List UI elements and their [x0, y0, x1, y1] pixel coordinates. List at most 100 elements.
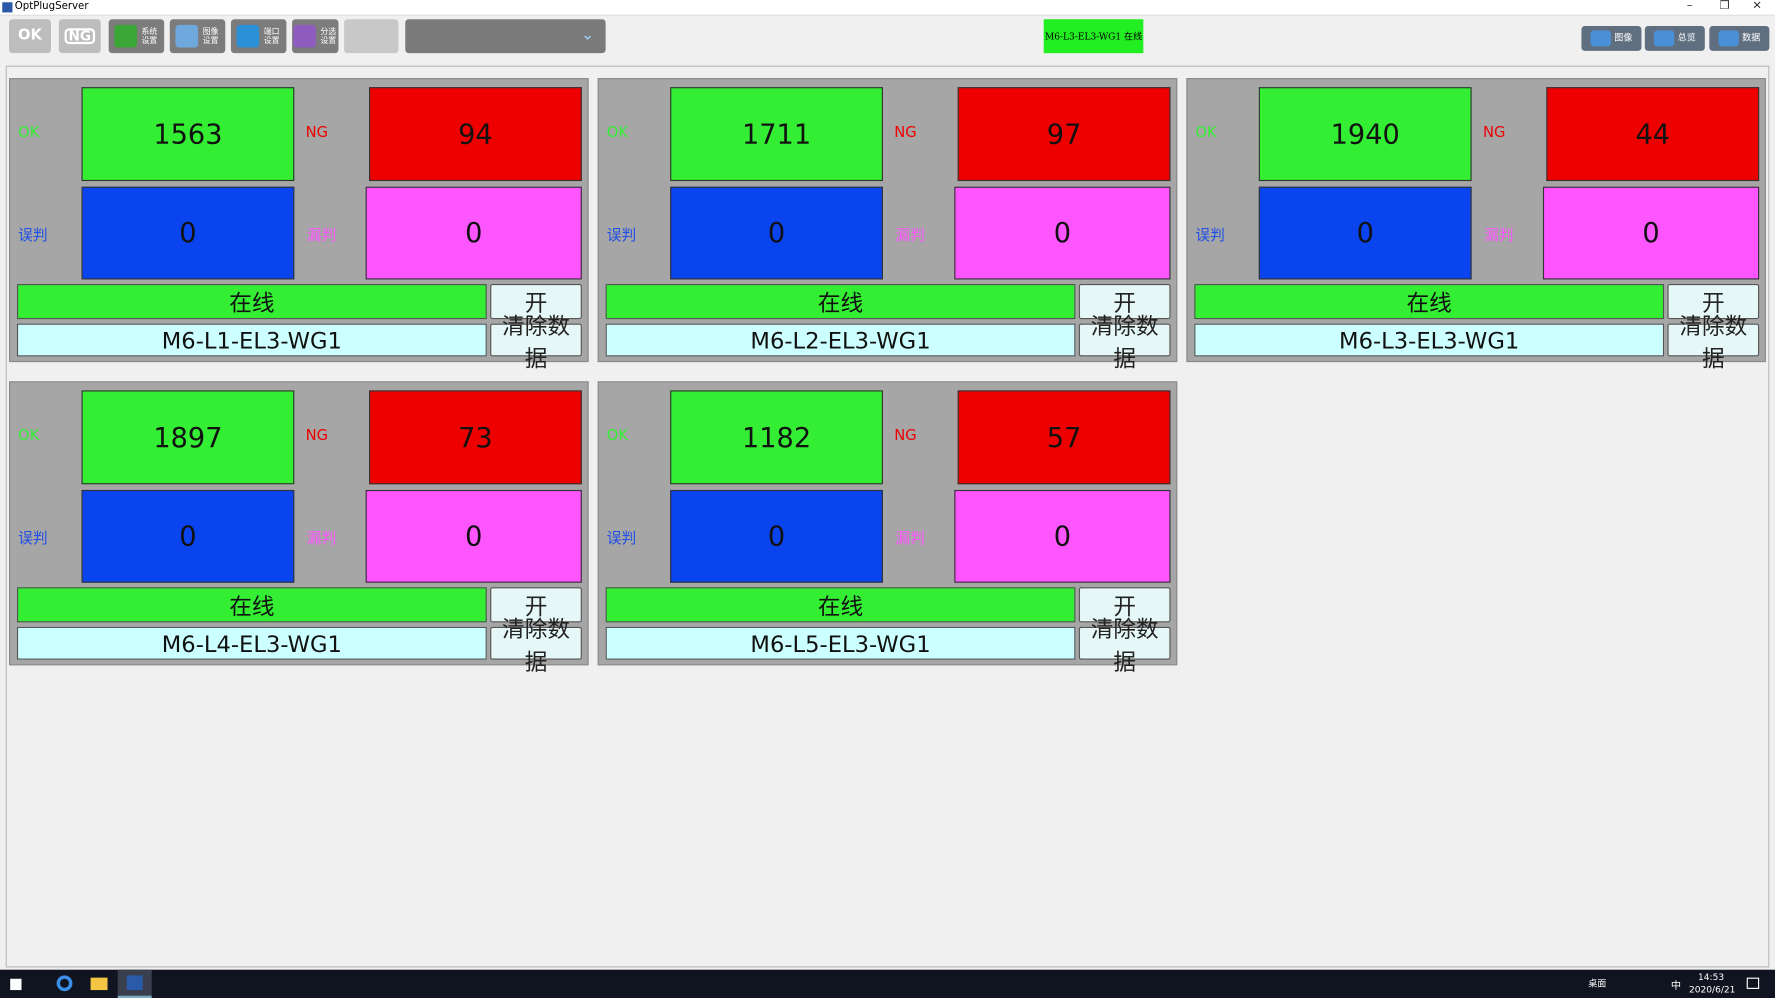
ng-label: NG — [894, 427, 917, 445]
button-label: 端口设置 — [263, 27, 280, 46]
status-indicator: M6-L3-EL3-WG1 在线 — [1043, 19, 1144, 54]
station-name: M6-L4-EL3-WG1 — [16, 626, 487, 660]
view-button[interactable]: 总览 — [1644, 26, 1705, 51]
clear-button[interactable]: 清除数据 — [1078, 615, 1171, 675]
station-name: M6-L3-EL3-WG1 — [1194, 323, 1665, 357]
toolbar-button[interactable]: 系统设置 — [108, 19, 165, 54]
ime-label[interactable]: 中 — [1670, 981, 1682, 993]
ng-label: NG — [305, 427, 329, 445]
button-label: 总览 — [1677, 32, 1696, 43]
restore[interactable]: ❐ — [1719, 0, 1730, 13]
toggle-button[interactable]: 开 — [1078, 284, 1171, 320]
wrong-label: 误判 — [18, 530, 48, 548]
window-title: OptPlugServer — [14, 1, 89, 13]
taskbar: 桌面 中 14:53 2020/6/21 — [0, 969, 1775, 998]
ng-button[interactable]: NG — [58, 19, 101, 54]
app-task[interactable] — [117, 969, 152, 998]
missed-label: 漏判 — [1484, 227, 1514, 245]
station-name: M6-L2-EL3-WG1 — [605, 323, 1076, 357]
toggle-button[interactable]: 开 — [490, 284, 582, 320]
button-icon — [175, 24, 199, 48]
missed-count: 0 — [1542, 186, 1760, 280]
notification-icon[interactable] — [1746, 977, 1760, 989]
wrong-label: 误判 — [606, 530, 637, 548]
view-button[interactable]: 图像 — [1581, 26, 1642, 51]
missed-count: 0 — [365, 489, 582, 583]
edge-icon[interactable] — [56, 975, 73, 992]
toggle-button[interactable]: 开 — [490, 587, 582, 623]
start-button[interactable] — [10, 978, 22, 991]
wrong-label: 误判 — [18, 227, 48, 245]
button-label: 图像设置 — [202, 27, 219, 46]
ok-label: OK — [606, 124, 629, 142]
wrong-label: 误判 — [1195, 227, 1225, 245]
missed-label: 漏判 — [306, 227, 337, 245]
toolbar-button[interactable]: 分选设置 — [292, 19, 339, 54]
missed-label: 漏判 — [306, 530, 337, 548]
dropdown[interactable]: ⌄ — [405, 19, 606, 54]
clear-button[interactable]: 清除数据 — [1667, 312, 1760, 372]
missed-label: 漏判 — [895, 530, 925, 548]
button-icon — [114, 24, 137, 48]
button-icon — [1590, 30, 1611, 47]
minimize[interactable]: – — [1686, 0, 1693, 13]
ok-count: 1563 — [81, 87, 295, 182]
app-icon — [2, 2, 13, 13]
wrong-label: 误判 — [606, 227, 637, 245]
button-label: 图像 — [1614, 32, 1633, 43]
toggle-button[interactable]: 开 — [1078, 587, 1171, 623]
station-card: OK 1711 NG 97 误判 0 漏判 0 在线开 M6-L2-EL3-WG1 清除数据 — [597, 78, 1178, 372]
clear-button[interactable]: 清除数据 — [490, 615, 582, 675]
station-card: OK 1897 NG 73 误判 0 漏判 0 在线开 M6-L4-EL3-WG1 清除数据 — [9, 381, 589, 675]
explorer-icon[interactable] — [90, 977, 108, 991]
station-name: M6-L5-EL3-WG1 — [605, 626, 1076, 660]
station-card: OK 1563 NG 94 误判 0 漏判 0 在线开 M6-L1-EL3-WG1 清除数据 — [9, 78, 589, 372]
close[interactable]: ✕ — [1752, 0, 1762, 13]
status-bar: 在线 — [1194, 284, 1665, 320]
ok-count: 1897 — [81, 390, 295, 485]
wrong-count: 0 — [670, 489, 883, 583]
ng-label: NG — [1482, 124, 1506, 142]
button-label: 分选设置 — [320, 27, 337, 46]
ok-button[interactable]: OK — [9, 19, 51, 54]
wrong-count: 0 — [81, 489, 295, 583]
dropdown-arrow: ⌄ — [581, 26, 595, 45]
ng-count: 57 — [957, 390, 1171, 485]
app-task-icon — [126, 975, 143, 991]
ok-label: OK — [18, 124, 40, 142]
clock-date: 2020/6/21 — [1688, 984, 1736, 995]
button-icon — [1653, 30, 1675, 47]
toolbar-button[interactable]: 图像设置 — [169, 19, 226, 54]
clear-button[interactable]: 清除数据 — [1078, 312, 1171, 372]
view-button[interactable]: 数据 — [1709, 26, 1770, 51]
desktop-label[interactable]: 桌面 — [1588, 978, 1607, 989]
ok-count: 1711 — [670, 87, 883, 182]
station-name: M6-L1-EL3-WG1 — [16, 323, 487, 357]
status-bar: 在线 — [16, 284, 487, 320]
ng-label: NG — [64, 28, 96, 45]
ng-label: NG — [894, 124, 917, 142]
missed-label: 漏判 — [895, 227, 925, 245]
status-bar: 在线 — [605, 587, 1076, 623]
wrong-count: 0 — [81, 186, 295, 280]
missed-count: 0 — [365, 186, 582, 280]
toggle-button[interactable]: 开 — [1667, 284, 1760, 320]
ok-label: OK — [18, 427, 40, 445]
button-icon — [1718, 30, 1739, 47]
ok-label: OK — [606, 427, 629, 445]
ng-count: 94 — [369, 87, 582, 182]
toolbar-button[interactable]: 端口设置 — [230, 19, 287, 54]
status-bar: 在线 — [605, 284, 1076, 320]
button-icon — [236, 24, 260, 48]
clear-button[interactable]: 清除数据 — [490, 312, 582, 372]
button-icon — [293, 24, 316, 48]
station-card: OK 1940 NG 44 误判 0 漏判 0 在线开 M6-L3-EL3-WG1 清除数据 — [1186, 78, 1766, 372]
ng-label: NG — [305, 124, 329, 142]
button-label: 系统设置 — [141, 27, 158, 46]
missed-count: 0 — [954, 489, 1171, 583]
ng-count: 73 — [369, 390, 582, 485]
ng-count: 44 — [1546, 87, 1760, 182]
wrong-count: 0 — [1258, 186, 1472, 280]
